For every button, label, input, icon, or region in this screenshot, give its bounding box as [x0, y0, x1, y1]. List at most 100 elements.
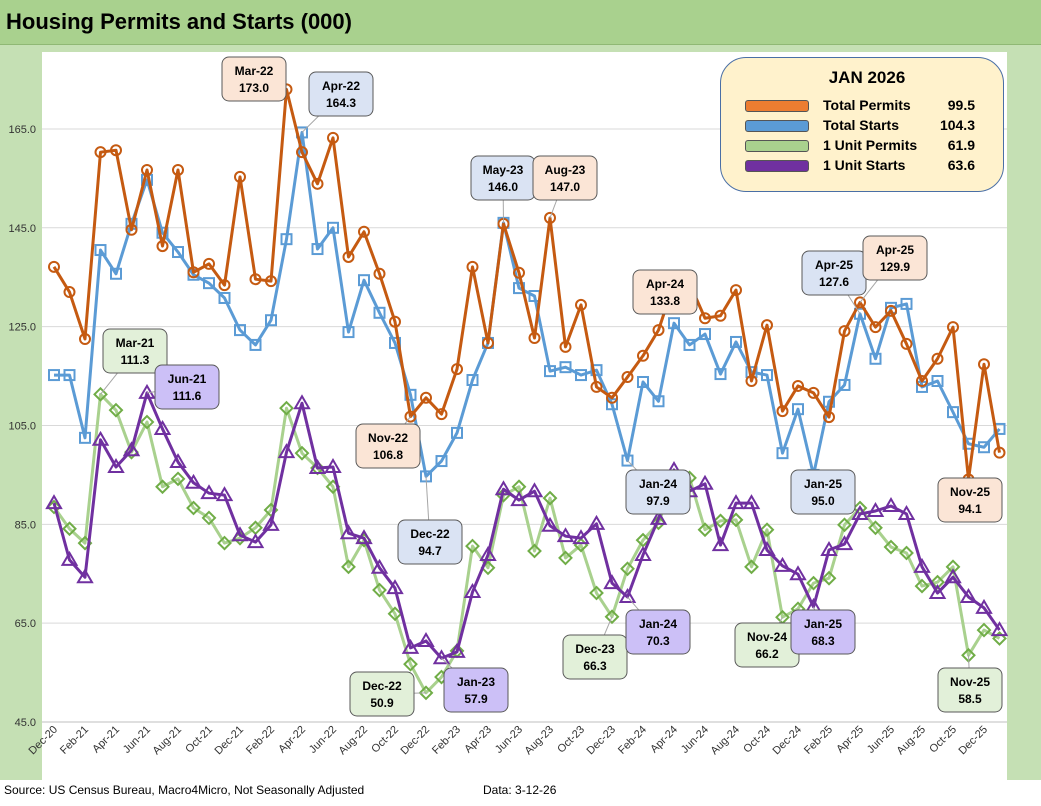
legend-swatch: [745, 160, 809, 172]
data-point: [294, 445, 310, 461]
data-point: [386, 579, 404, 595]
data-point: [79, 431, 91, 444]
x-tick-label: Oct-21: [183, 724, 215, 756]
callout: Apr-25 129.9: [859, 235, 928, 303]
callout-value: 164.3: [326, 96, 356, 110]
data-point: [976, 622, 992, 638]
legend-swatch: [745, 100, 809, 112]
data-point: [978, 441, 990, 454]
callout-box: [397, 519, 463, 565]
legend-item-1-unit-permits: 1 Unit Permits 61.9: [745, 136, 995, 156]
callout-value: 133.8: [650, 294, 680, 308]
x-tick-label: Oct-25: [927, 724, 959, 756]
data-point: [203, 257, 215, 270]
data-point: [544, 211, 556, 224]
chart-title: Housing Permits and Starts (000): [6, 9, 352, 34]
data-point: [714, 309, 727, 322]
callout-box: [349, 671, 415, 717]
callout-value: 111.3: [121, 353, 150, 367]
callout: Aug-23 147.0: [532, 155, 598, 219]
callout-label: Nov-25: [950, 675, 990, 689]
data-point: [618, 587, 637, 603]
x-tick-label: Oct-24: [741, 724, 773, 756]
data-point: [604, 609, 620, 625]
data-point: [744, 559, 759, 575]
data-point: [575, 369, 587, 382]
data-point: [727, 494, 745, 510]
legend-value: 104.3: [939, 117, 975, 133]
data-point: [975, 598, 993, 614]
callout-value: 106.8: [373, 448, 403, 462]
data-point: [773, 556, 792, 572]
y-tick-label: 125.0: [8, 322, 36, 334]
data-point: [882, 497, 900, 513]
data-point: [759, 522, 775, 538]
data-point: [280, 233, 293, 246]
data-point: [466, 260, 479, 273]
data-point: [928, 584, 947, 600]
data-point: [761, 369, 773, 382]
data-point: [823, 411, 835, 424]
data-point: [603, 574, 621, 590]
legend-label: Total Permits: [823, 97, 911, 113]
callout: Jan-24 97.9: [625, 460, 691, 515]
data-point: [916, 375, 928, 388]
callout: May-23 146.0: [470, 155, 536, 223]
data-point: [139, 414, 155, 430]
data-point: [93, 386, 108, 402]
data-point: [807, 386, 820, 399]
data-point: [820, 541, 838, 557]
data-point: [342, 326, 355, 339]
x-tick-label: Feb-24: [616, 724, 649, 757]
callout-label: Mar-22: [235, 64, 274, 78]
callout-value: 94.7: [418, 544, 442, 558]
data-point: [931, 375, 944, 388]
data-point: [249, 338, 262, 351]
x-tick-label: Aug-24: [709, 724, 743, 758]
data-date: Data: 3-12-26: [483, 783, 557, 797]
data-point: [277, 443, 296, 459]
data-point: [899, 545, 914, 561]
data-point: [525, 482, 544, 498]
data-point: [203, 277, 215, 290]
data-point: [683, 338, 696, 351]
data-point: [931, 352, 944, 365]
data-point: [838, 378, 851, 391]
callout-box: [790, 609, 856, 655]
data-point: [403, 656, 418, 672]
callout: Jan-25 95.0: [790, 469, 856, 515]
data-point: [868, 520, 883, 536]
series-1-unit-starts: [45, 383, 1009, 665]
callout-value: 147.0: [550, 180, 580, 194]
legend-label: Total Starts: [823, 117, 899, 133]
data-point: [792, 403, 804, 416]
data-point: [262, 515, 280, 531]
callout: Mar-21 111.3: [100, 328, 168, 395]
callout-box: [862, 235, 928, 281]
data-point: [187, 266, 200, 279]
data-point: [637, 349, 649, 362]
data-point: [420, 391, 432, 404]
legend-value: 63.6: [947, 157, 975, 173]
data-point: [651, 515, 666, 531]
data-point: [48, 369, 60, 382]
data-point: [125, 223, 138, 236]
callout: Dec-23 66.3: [562, 616, 628, 680]
data-point: [649, 509, 668, 525]
data-point: [699, 328, 711, 341]
x-tick-label: Apr-25: [834, 724, 866, 756]
x-tick-label: Apr-24: [648, 724, 680, 756]
callout-value: 129.9: [880, 260, 910, 274]
data-point: [153, 419, 172, 435]
data-point: [606, 391, 618, 404]
x-tick-label: Oct-22: [369, 724, 401, 756]
callout-value: 173.0: [239, 81, 269, 95]
data-point: [465, 538, 480, 554]
data-point: [62, 521, 77, 537]
data-point: [110, 144, 122, 157]
data-point: [587, 514, 606, 530]
data-point: [279, 400, 294, 416]
callout-box: [154, 364, 220, 410]
data-point: [389, 315, 401, 328]
data-point: [854, 296, 866, 309]
